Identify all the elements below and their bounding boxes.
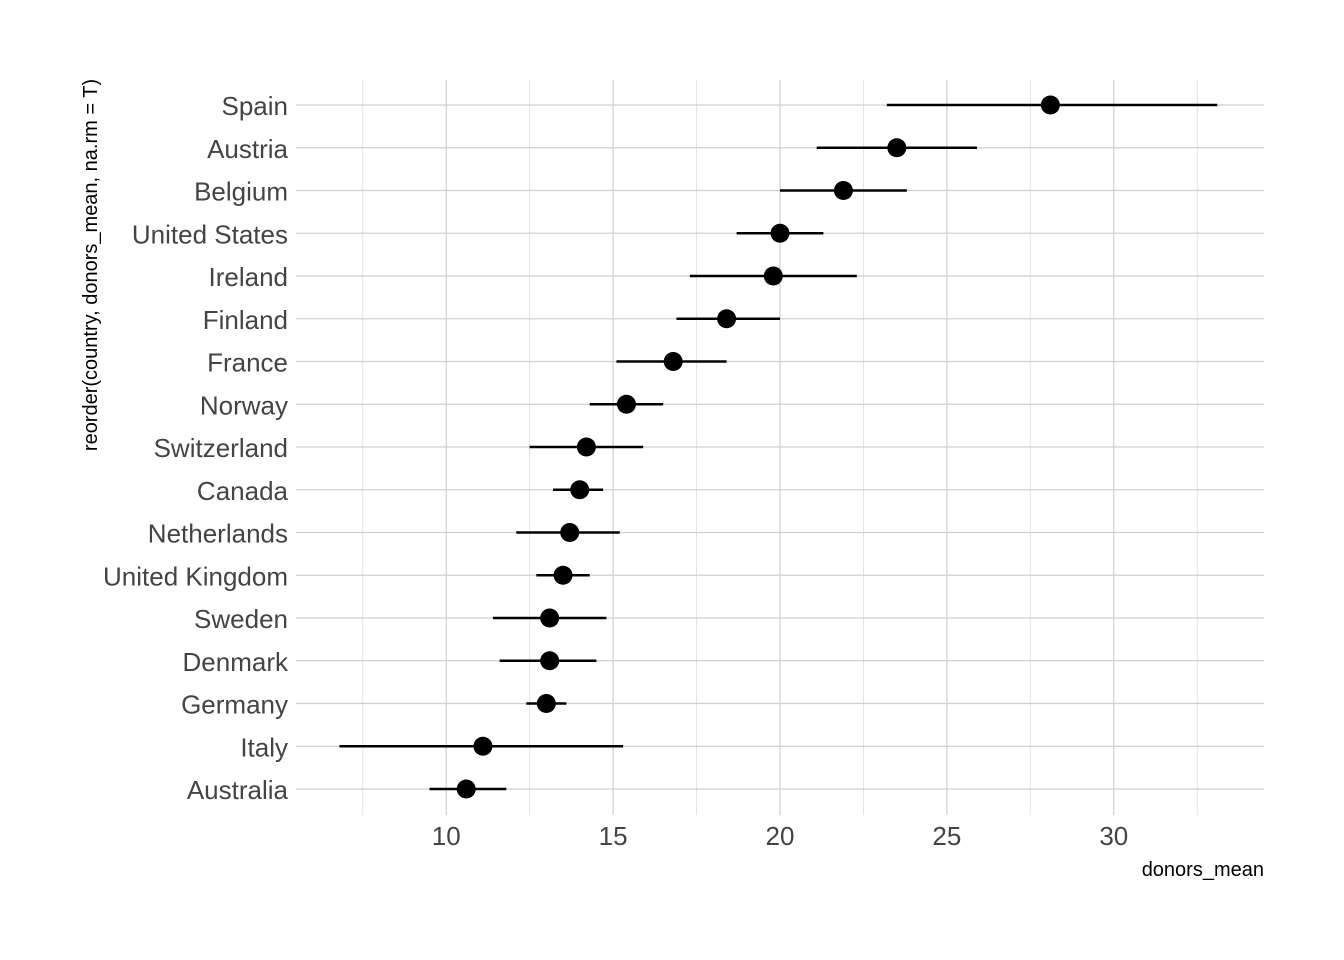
data-point	[1040, 95, 1060, 115]
data-point	[540, 651, 560, 671]
y-tick-label: Australia	[187, 775, 289, 805]
data-point	[456, 779, 476, 799]
x-tick-label: 20	[766, 821, 795, 851]
data-point	[553, 565, 573, 585]
y-tick-label: Germany	[181, 690, 288, 720]
y-tick-label: Sweden	[194, 604, 288, 634]
data-point	[770, 223, 790, 243]
x-tick-label: 10	[432, 821, 461, 851]
y-tick-label: Belgium	[194, 177, 288, 207]
y-tick-label: Ireland	[209, 262, 289, 292]
y-tick-label: United Kingdom	[103, 561, 288, 591]
data-point	[473, 736, 493, 756]
data-point	[536, 694, 556, 713]
x-tick-labels: 10 15 20 25 30	[432, 821, 1129, 851]
x-tick-label: 30	[1099, 821, 1128, 851]
y-tick-label: Denmark	[183, 647, 289, 677]
y-tick-label: Finland	[203, 305, 288, 335]
data-point	[540, 608, 560, 628]
x-tick-label: 25	[932, 821, 961, 851]
y-tick-label: Canada	[197, 476, 289, 506]
data-point	[570, 480, 590, 500]
data-point	[616, 394, 636, 414]
y-tick-labels: Spain Austria Belgium United States Ireland F…	[103, 91, 289, 805]
data-point	[833, 181, 853, 200]
data-point	[663, 352, 683, 371]
x-axis-title: donors_mean	[1142, 859, 1264, 881]
data-point	[887, 138, 907, 158]
y-tick-label: Austria	[207, 134, 288, 164]
x-tick-label: 15	[599, 821, 628, 851]
y-axis-title: reorder(country, donors_mean, na.rm = T)	[80, 79, 102, 451]
y-tick-label: Italy	[240, 732, 288, 762]
data-point	[560, 523, 580, 542]
y-tick-label: Spain	[222, 91, 289, 121]
data-point	[576, 437, 596, 457]
data-point	[717, 309, 737, 329]
y-tick-label: Netherlands	[148, 519, 288, 549]
data-points	[456, 95, 1060, 799]
y-tick-label: Norway	[200, 390, 288, 420]
y-tick-label: France	[207, 348, 288, 378]
data-point	[763, 266, 783, 286]
y-tick-label: United States	[132, 219, 288, 249]
y-tick-label: Switzerland	[154, 433, 288, 463]
